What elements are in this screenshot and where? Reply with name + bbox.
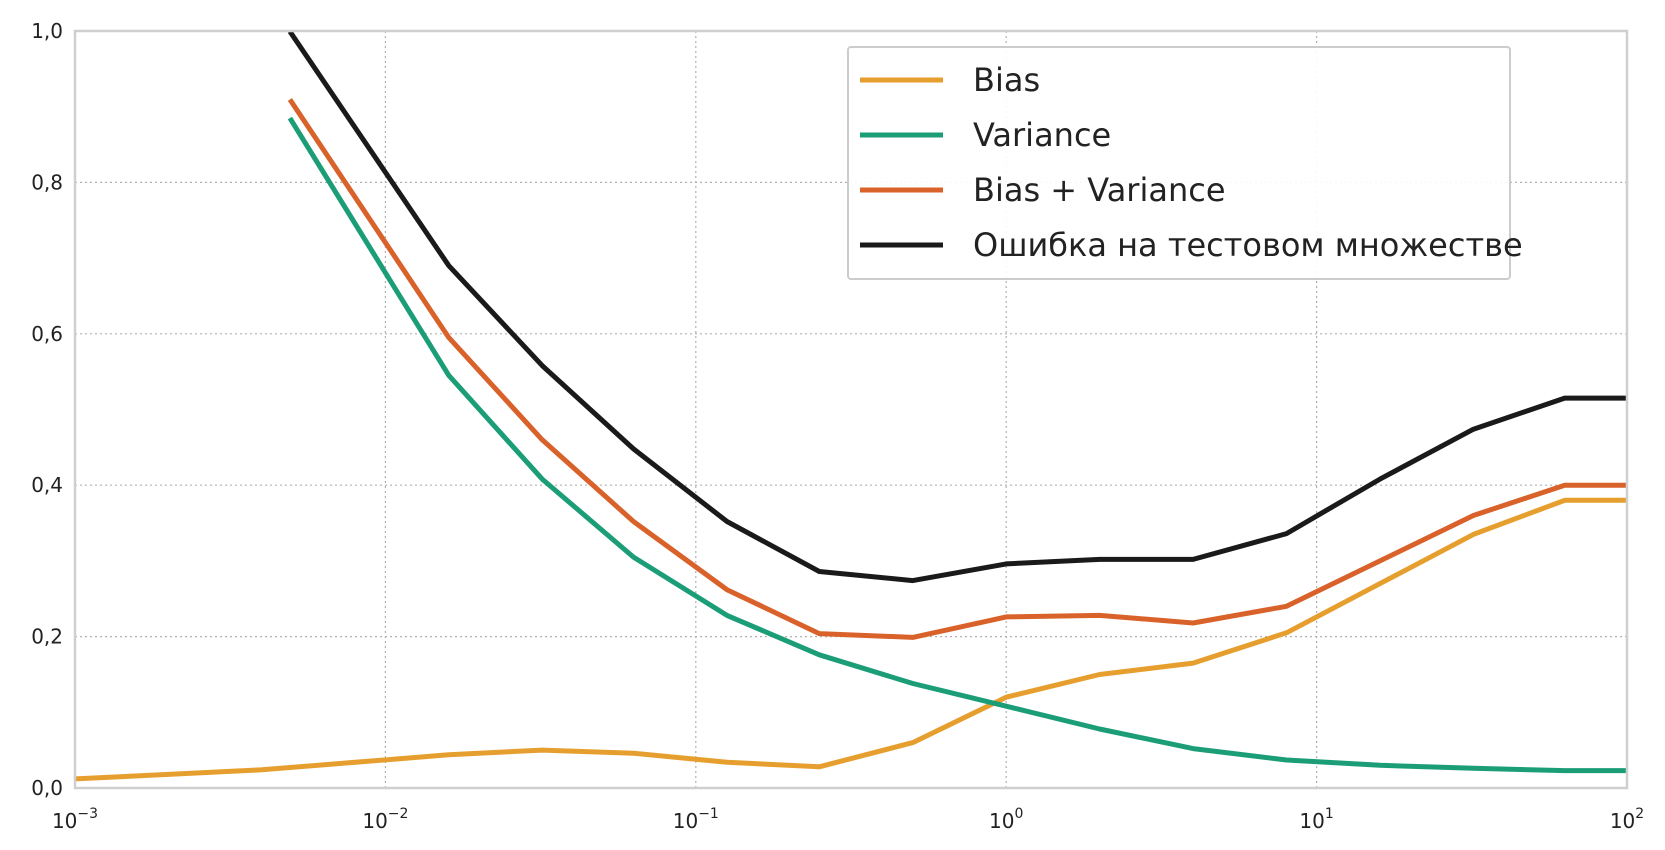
y-tick-label: 1,0 [31, 19, 63, 43]
x-tick-label: 10−2 [362, 806, 408, 833]
legend-box [847, 46, 1511, 280]
x-tick-label: 100 [989, 806, 1023, 833]
x-tick-label: 10−1 [673, 806, 719, 833]
legend-label: Variance [973, 116, 1111, 154]
plot-frame [73, 29, 1629, 790]
legend-label: Ошибка на тестовом множестве [973, 226, 1523, 264]
legend: Bias Variance Bias + Variance Ошибка на тес… [847, 46, 1523, 280]
y-tick-label: 0,4 [31, 473, 63, 497]
x-tick-label: 102 [1610, 806, 1644, 833]
y-tick-label: 0,2 [31, 625, 63, 649]
x-tick-label: 10−3 [52, 806, 98, 833]
series-line-test-error [287, 31, 1627, 584]
legend-label: Bias [973, 61, 1040, 99]
x-axis-ticks: 10−3 10−2 10−1 100 101 102 [52, 806, 1644, 833]
series-line-bias [75, 497, 1627, 782]
y-tick-label: 0,8 [31, 170, 63, 194]
legend-label: Bias + Variance [973, 171, 1226, 209]
y-tick-label: 0,0 [31, 776, 63, 800]
x-tick-label: 101 [1299, 806, 1333, 833]
series-layer [75, 31, 1627, 782]
y-axis-ticks: 0,0 0,2 0,4 0,6 0,8 1,0 [31, 19, 63, 800]
series-line-variance [287, 116, 1627, 774]
y-tick-label: 0,6 [31, 322, 63, 346]
series-line-bias-variance [287, 98, 1627, 640]
